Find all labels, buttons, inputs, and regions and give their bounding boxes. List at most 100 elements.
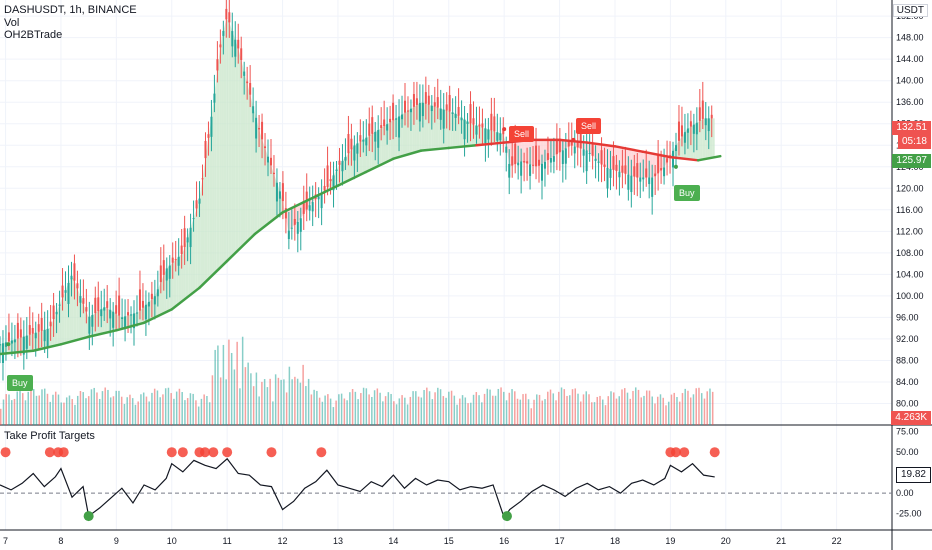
cloud-fill-segment	[219, 38, 222, 269]
bar-countdown-tag: 05:18	[897, 135, 931, 149]
volume-bar	[428, 391, 431, 425]
osc-tick-label: 50.00	[896, 447, 919, 457]
volume-bar	[35, 395, 38, 425]
volume-bar	[525, 393, 527, 425]
cloud-fill-segment	[95, 311, 98, 336]
volume-bar	[610, 391, 612, 425]
candle-body	[308, 205, 311, 211]
volume-bar	[173, 398, 175, 425]
candle-body	[138, 289, 141, 311]
cloud-fill-segment	[92, 313, 96, 336]
candle-body	[264, 146, 267, 149]
volume-bar	[406, 404, 409, 425]
volume-bar	[670, 394, 673, 425]
cloud-fill-segment	[128, 314, 132, 327]
volume-bar	[382, 401, 384, 425]
candle-body	[526, 161, 529, 164]
volume-bar	[651, 396, 653, 425]
candle-body	[121, 317, 124, 319]
volume-bar	[612, 392, 615, 425]
y-tick-label: 112.00	[896, 226, 923, 236]
volume-bar	[156, 390, 159, 425]
x-tick-label: 14	[388, 536, 398, 546]
volume-bar	[483, 393, 486, 425]
cloud-fill-segment	[652, 153, 656, 178]
candle-body	[415, 98, 418, 105]
volume-bar	[214, 349, 216, 425]
cloud-fill-segment	[257, 122, 260, 233]
candle-body	[296, 221, 299, 234]
take-profit-dot	[0, 447, 11, 458]
candle-body	[561, 150, 564, 165]
candle-body	[490, 113, 493, 131]
ma-line-segment	[641, 150, 672, 159]
volume-bar	[13, 398, 16, 425]
oscillator-value-tag: 19.82	[895, 467, 931, 483]
cloud-fill-segment	[142, 305, 146, 324]
volume-bar	[571, 389, 574, 425]
volume-bar	[351, 389, 354, 425]
cloud-fill-segment	[131, 313, 134, 327]
volume-bar	[607, 396, 610, 425]
cloud-fill-segment	[245, 76, 248, 244]
buy-signal-label-1: Buy	[7, 375, 33, 391]
currency-label: USDT	[892, 4, 928, 17]
candle-body	[231, 31, 234, 47]
candle-body	[228, 12, 231, 23]
cloud-fill-segment	[366, 135, 370, 172]
x-tick-label: 15	[444, 536, 454, 546]
cloud-fill-segment	[195, 204, 198, 292]
volume-bar	[703, 398, 706, 425]
cloud-fill-segment	[433, 106, 436, 150]
volume-bar	[140, 394, 142, 425]
candle-body	[278, 191, 281, 199]
candle-body	[359, 135, 362, 142]
ma-line-segment	[309, 184, 340, 201]
cloud-fill-segment	[81, 297, 84, 339]
candle-body	[677, 121, 680, 141]
y-tick-label: 120.00	[896, 183, 924, 193]
candle-body	[660, 168, 663, 171]
candle-body	[523, 161, 526, 163]
x-tick-label: 8	[58, 536, 63, 546]
candle-body	[371, 117, 374, 134]
volume-bar	[656, 396, 659, 425]
cloud-fill-segment	[378, 128, 382, 166]
volume-bar	[104, 387, 106, 425]
candle-body	[201, 178, 204, 180]
volume-bar	[384, 396, 387, 425]
candle-body	[180, 245, 183, 254]
volume-bar	[24, 400, 27, 425]
candle-body	[666, 158, 669, 163]
volume-bar	[118, 390, 120, 425]
volume-bar	[30, 387, 32, 425]
candle-body	[639, 177, 642, 182]
candle-body	[597, 161, 600, 163]
volume-bar	[401, 395, 403, 425]
cloud-fill-segment	[214, 75, 217, 274]
candle-body	[290, 227, 293, 229]
volume-bar	[5, 394, 7, 425]
candle-body	[389, 118, 392, 123]
volume-bar	[280, 379, 282, 425]
cloud-fill-segment	[426, 103, 429, 151]
cloud-fill-segment	[250, 94, 253, 239]
candle-body	[674, 145, 677, 152]
candle-body	[648, 177, 651, 185]
volume-bar	[296, 378, 299, 425]
candle-body	[511, 156, 514, 166]
volume-bar	[667, 401, 670, 425]
volume-bar	[645, 390, 648, 425]
candle-body	[633, 166, 636, 177]
cloud-fill-segment	[595, 143, 598, 162]
x-tick-label: 12	[278, 536, 288, 546]
volume-bar	[404, 397, 406, 425]
volume-bar	[393, 401, 395, 425]
candle-body	[368, 123, 371, 136]
take-profit-dot	[222, 447, 233, 458]
candle-body	[40, 318, 43, 331]
volume-bar	[698, 387, 700, 425]
candle-body	[606, 167, 609, 189]
volume-bar	[508, 392, 511, 425]
